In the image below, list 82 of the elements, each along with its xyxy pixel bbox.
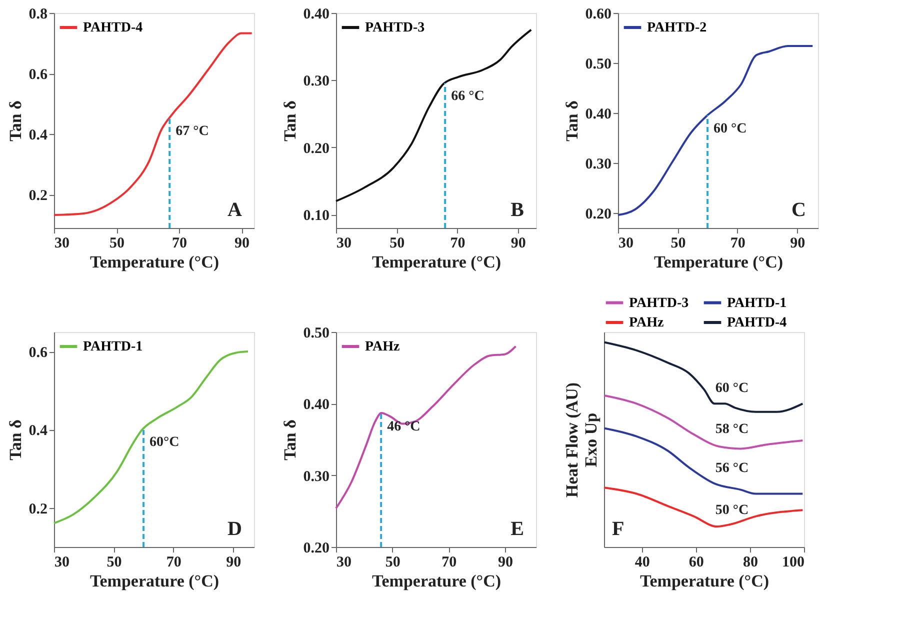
line-series — [617, 45, 814, 216]
x-tick-label: 50 — [390, 236, 405, 252]
legend-label: PAHTD-3 — [629, 296, 689, 311]
y-tick-label: 0.6 — [28, 67, 48, 84]
ref-line-label: 46 °C — [387, 419, 420, 434]
x-tick-label: 30 — [54, 236, 70, 252]
y-tick-label: 0.40 — [585, 106, 612, 122]
x-tick-label: 60 — [688, 554, 704, 570]
y-tick-label: 0.20 — [303, 140, 330, 157]
x-tick-label: 50 — [670, 236, 686, 252]
x-axis-title: Temperature (°C) — [640, 572, 770, 590]
x-tick-label: 80 — [742, 554, 758, 570]
y-tick-label: 0.40 — [303, 397, 330, 414]
x-tick-label: 70 — [442, 554, 457, 570]
x-tick-label: 100 — [782, 554, 804, 570]
annotation: E — [510, 518, 524, 540]
y-tick-label: 0.20 — [303, 540, 330, 556]
ref-line-label: 66 °C — [451, 89, 484, 104]
annotation: C — [792, 199, 806, 221]
annotation: A — [228, 199, 243, 221]
line-series — [53, 32, 253, 216]
x-axis-title: Temperature (°C) — [90, 252, 220, 272]
y-tick-label: 0.4 — [28, 128, 48, 144]
x-tick-label: 50 — [106, 554, 122, 570]
y-tick-label: 0.10 — [303, 208, 330, 224]
legend-label: PAHTD-1 — [83, 340, 143, 354]
x-tick-label: 30 — [618, 236, 634, 252]
x-tick-label: 90 — [226, 554, 242, 570]
y-axis-title: Tan δ — [562, 100, 582, 142]
y-tick-label: 0.6 — [28, 345, 48, 362]
x-tick-label: 90 — [790, 236, 806, 252]
y-tick-label: 0.8 — [28, 6, 48, 22]
x-tick-label: 70 — [450, 236, 466, 252]
legend-label: PAHTD-3 — [365, 20, 425, 36]
legend-label: PAHTD-2 — [647, 20, 707, 36]
y-axis-title: Heat Flow (AU) Exo Up — [562, 382, 600, 498]
annotation: 60 °C — [715, 380, 749, 396]
annotation: D — [228, 518, 242, 540]
x-tick-label: 30 — [336, 236, 352, 252]
annotation: 58 °C — [715, 422, 749, 437]
y-axis-title: Tan δ — [280, 419, 300, 460]
y-tick-label: 0.50 — [585, 56, 612, 72]
y-tick-label: 0.30 — [303, 468, 330, 485]
ref-line-label: 67 °C — [176, 124, 209, 140]
y-tick-label: 0.50 — [303, 326, 330, 342]
x-tick-label: 30 — [54, 554, 70, 570]
x-axis-title: Temperature (°C) — [372, 252, 502, 272]
x-tick-label: 50 — [110, 236, 124, 252]
annotation: F — [612, 518, 624, 540]
x-tick-label: 70 — [166, 554, 182, 570]
x-tick-label: 90 — [234, 236, 250, 252]
ref-line-label: 60 °C — [714, 121, 747, 136]
x-tick-label: 70 — [730, 236, 746, 252]
x-tick-label: 90 — [498, 554, 514, 570]
annotation: 50 °C — [715, 503, 749, 518]
ref-line-label: 60°C — [150, 434, 180, 450]
y-tick-label: 0.30 — [585, 156, 612, 172]
y-tick-label: 0.30 — [303, 74, 330, 90]
x-tick-label: 30 — [336, 554, 352, 570]
x-axis-title: Temperature (°C) — [654, 252, 784, 272]
x-tick-label: 40 — [634, 554, 650, 570]
annotation: 56 °C — [715, 461, 749, 476]
x-tick-label: 90 — [510, 236, 526, 252]
y-tick-label: 0.2 — [28, 188, 48, 204]
y-axis-title: Tan δ — [6, 100, 25, 142]
x-axis-title: Temperature (°C) — [90, 572, 220, 590]
annotation: B — [510, 199, 524, 221]
x-axis-title: Temperature (°C) — [372, 572, 502, 590]
legend-label: PAHTD-1 — [727, 296, 787, 311]
legend-label: PAHTD-4 — [83, 20, 143, 36]
legend-label: PAHz — [365, 340, 400, 354]
y-tick-label: 0.40 — [303, 6, 330, 22]
legend-label: PAHz — [629, 316, 664, 330]
y-axis-title: Tan δ — [280, 100, 300, 142]
y-axis-title: Tan δ — [6, 419, 25, 460]
x-tick-label: 70 — [172, 236, 187, 252]
x-tick-label: 50 — [385, 554, 400, 570]
y-tick-label: 0.2 — [28, 501, 48, 518]
y-tick-label: 0.60 — [585, 6, 612, 22]
y-tick-label: 0.4 — [28, 423, 48, 440]
y-tick-label: 0.20 — [585, 206, 612, 222]
legend-label: PAHTD-4 — [727, 316, 787, 330]
